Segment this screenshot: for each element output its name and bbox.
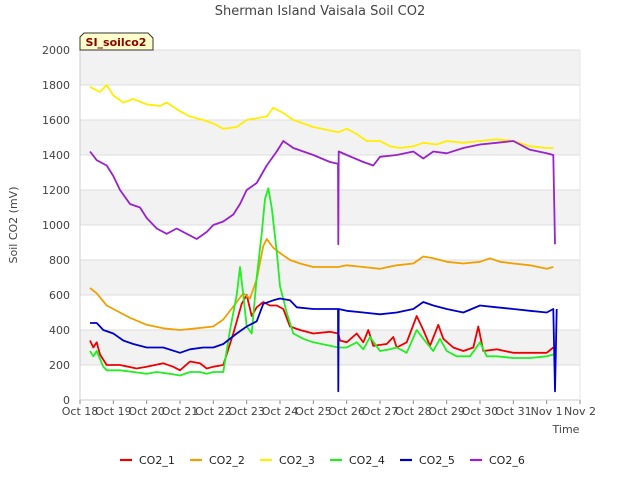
y-tick-label: 1600 [42,114,70,127]
plot-area [80,50,580,400]
axes [79,50,581,404]
y-tick-label: 1200 [42,184,70,197]
plot-band [80,225,580,260]
x-tick-label: Oct 21 [162,405,199,418]
plot-band [80,120,580,155]
legend-label-co2_4: CO2_4 [349,454,385,467]
x-tick-label: Nov 2 [564,405,596,418]
plot-band [80,365,580,400]
legend-label-co2_2: CO2_2 [209,454,245,467]
series-line-co2_4 [89,187,554,377]
chart-tag-box [79,32,154,51]
legend: CO2_1 CO2_2 CO2_3 CO2_4 CO2_5 CO2_6 [120,454,525,467]
x-tick-label: Oct 23 [228,405,265,418]
x-axis-label: Time [552,423,580,436]
chart-tag: SI_soilco2 [79,32,154,51]
y-tick-label: 1000 [42,219,70,232]
x-tick-label: Oct 22 [195,405,232,418]
series-line-co2_6 [89,140,556,246]
x-tick-label: Nov 1 [531,405,563,418]
legend-label-co2_5: CO2_5 [419,454,455,467]
plot-band [80,50,580,85]
y-tick-label: 2000 [42,44,70,57]
y-tick-label: 0 [63,394,70,407]
y-tick-label: 400 [49,324,70,337]
x-tick-label: Oct 28 [395,405,432,418]
chart-tag-label: SI_soilco2 [86,36,147,49]
x-tick-label: Oct 30 [462,405,499,418]
plot-band [80,190,580,225]
x-tick-label: Oct 25 [295,405,332,418]
series-lines [89,84,558,393]
x-tick-label: Oct 27 [362,405,399,418]
y-tick-label: 1800 [42,79,70,92]
series-line-co2_1 [89,294,554,372]
chart-title: Sherman Island Vaisala Soil CO2 [215,4,425,19]
plot-band [80,85,580,120]
series-line-co2_2 [89,238,554,331]
x-tick-label: Oct 31 [495,405,532,418]
x-tick-label: Oct 24 [262,405,299,418]
y-tick-label: 800 [49,254,70,267]
plot-band [80,260,580,295]
y-tick-label: 600 [49,289,70,302]
y-tick-label: 1400 [42,149,70,162]
series-line-co2_5 [90,297,558,393]
y-axis-label: Soil CO2 (mV) [7,187,20,264]
plot-band [80,295,580,330]
x-tick-label: Oct 18 [62,405,99,418]
x-tick-label: Oct 29 [428,405,465,418]
legend-label-co2_3: CO2_3 [279,454,315,467]
series-line-co2_3 [89,84,554,149]
y-tick-label: 200 [49,359,70,372]
legend-label-co2_1: CO2_1 [139,454,175,467]
legend-label-co2_6: CO2_6 [489,454,525,467]
plot-band [80,155,580,190]
x-tick-label: Oct 19 [95,405,132,418]
x-tick-label: Oct 20 [128,405,165,418]
x-tick-label: Oct 26 [328,405,365,418]
y-tick-labels: 0 200 400 600 800 1000 1200 1400 1600 1800 2000 [42,44,70,407]
